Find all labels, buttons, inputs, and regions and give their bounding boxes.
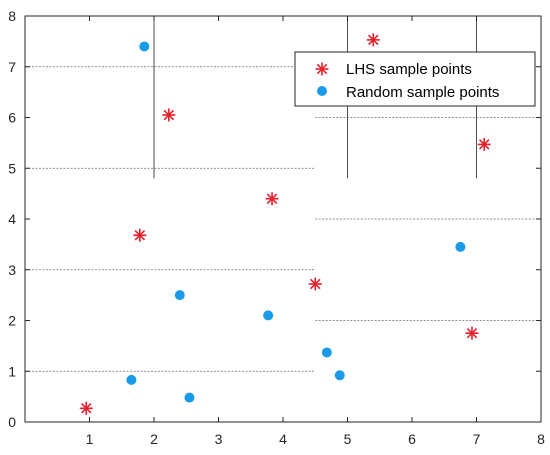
- x-tick-label-5: 6: [408, 431, 416, 447]
- lhs-point-5: [366, 33, 380, 47]
- y-tick-label-6: 6: [8, 110, 16, 126]
- x-tick-labels: 1 2 3 4 5 6 7 8: [86, 431, 546, 447]
- y-tick-label-2: 2: [8, 313, 16, 329]
- partition-lines: [25, 16, 541, 372]
- legend-marker-lhs: [315, 62, 329, 76]
- legend-marker-random: [317, 86, 327, 96]
- y-tick-label-8: 8: [8, 8, 16, 24]
- x-tick-label-3: 4: [279, 431, 287, 447]
- lhs-point-4: [308, 277, 322, 291]
- lhs-point-0: [79, 401, 93, 415]
- random-point-5: [321, 347, 332, 358]
- x-tick-label-0: 1: [86, 431, 94, 447]
- random-point-1: [126, 374, 137, 385]
- random-point-2: [174, 290, 185, 301]
- x-tick-label-2: 3: [215, 431, 223, 447]
- y-tick-label-4: 4: [8, 211, 16, 227]
- data-points: [79, 33, 491, 415]
- random-point-6: [334, 370, 345, 381]
- random-point-0: [139, 41, 150, 52]
- legend-label-random: Random sample points: [346, 84, 499, 101]
- random-point-7: [455, 241, 466, 252]
- random-point-3: [184, 392, 195, 403]
- lhs-point-7: [477, 137, 491, 151]
- tick-marks: [25, 15, 542, 423]
- y-tick-label-5: 5: [8, 160, 16, 176]
- lhs-point-6: [465, 326, 479, 340]
- x-tick-label-6: 7: [473, 431, 481, 447]
- legend-asterisk-icon: [315, 62, 329, 76]
- legend: LHS sample points Random sample points: [294, 51, 536, 107]
- legend-dot-icon: [317, 86, 327, 96]
- legend-label-lhs: LHS sample points: [346, 61, 472, 78]
- y-tick-label-1: 1: [8, 363, 16, 379]
- x-tick-label-7: 8: [537, 431, 545, 447]
- lhs-point-1: [133, 228, 147, 242]
- lhs-point-2: [162, 108, 176, 122]
- y-tick-labels: 0 1 2 3 4 5 6 7 8: [8, 8, 16, 430]
- y-tick-label-7: 7: [8, 59, 16, 75]
- legend-box: [294, 51, 536, 107]
- y-tick-label-3: 3: [8, 262, 16, 278]
- x-tick-label-4: 5: [344, 431, 352, 447]
- x-tick-label-1: 2: [150, 431, 158, 447]
- lhs-point-3: [265, 192, 279, 206]
- y-tick-label-0: 0: [8, 414, 16, 430]
- random-point-4: [263, 310, 274, 321]
